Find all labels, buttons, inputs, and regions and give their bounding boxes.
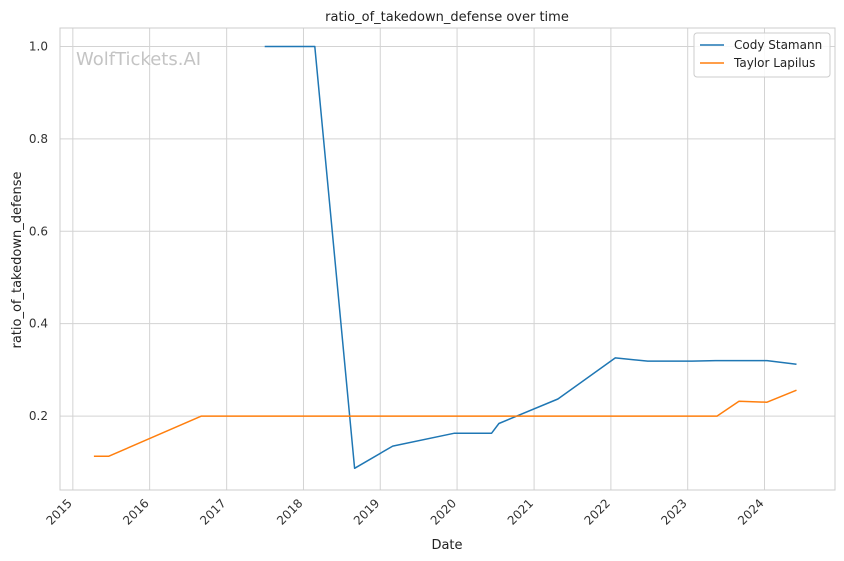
legend-label: Cody Stamann	[734, 38, 822, 52]
watermark: WolfTickets.AI	[76, 49, 201, 70]
y-axis-ticks: 0.2 0.4 0.6 0.8 1.0	[29, 39, 48, 423]
x-tick-label: 2019	[351, 496, 382, 527]
y-tick-label: 0.2	[29, 409, 48, 423]
y-tick-label: 0.4	[29, 317, 48, 331]
x-tick-label: 2016	[120, 496, 151, 527]
x-tick-label: 2021	[505, 496, 536, 527]
x-tick-label: 2024	[735, 496, 766, 527]
x-tick-label: 2017	[197, 496, 228, 527]
series-line-1	[264, 45, 797, 470]
x-axis-ticks: 2015 2016 2017 2018 2019 2020 2021 2022 2023 2024	[43, 496, 766, 527]
plot-area-frame	[59, 27, 836, 491]
x-tick-label: 2015	[43, 496, 74, 527]
series-lines	[93, 45, 797, 470]
x-tick-label: 2023	[658, 496, 689, 527]
legend-box	[693, 32, 831, 78]
series-line-2	[93, 389, 797, 458]
y-axis-title: ratio_of_takedown_defense	[10, 171, 25, 348]
y-tick-label: 0.6	[29, 224, 48, 238]
x-tick-label: 2018	[274, 496, 305, 527]
y-tick-label: 0.8	[29, 132, 48, 146]
x-axis-title: Date	[431, 538, 462, 553]
gridlines	[60, 28, 835, 490]
x-tick-label: 2020	[428, 496, 459, 527]
x-tick-label: 2022	[582, 496, 613, 527]
y-tick-label: 1.0	[29, 39, 48, 53]
legend-label: Taylor Lapilus	[733, 56, 815, 70]
legend: Cody Stamann Taylor Lapilus	[693, 32, 831, 78]
chart-title: ratio_of_takedown_defense over time	[325, 10, 569, 25]
